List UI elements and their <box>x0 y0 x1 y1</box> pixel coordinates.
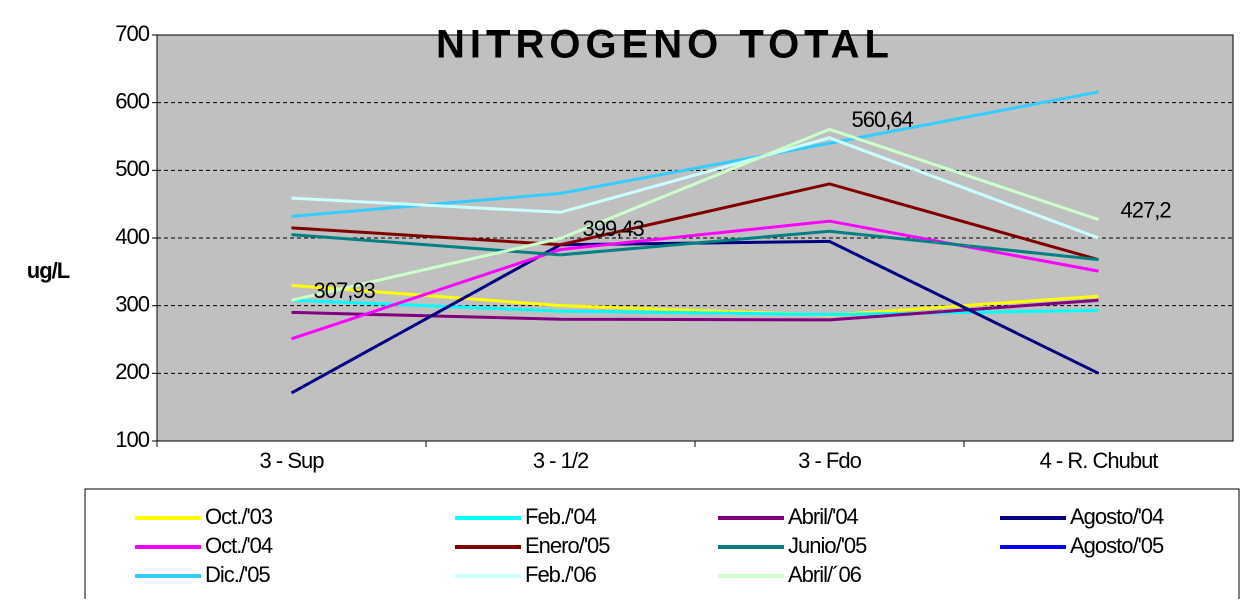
legend-label: Feb./'04 <box>525 504 597 529</box>
data-label: 560,64 <box>852 107 914 132</box>
y-axis-label: ug/L <box>27 258 70 283</box>
data-label: 399,43 <box>583 216 645 241</box>
x-tick-label: 3 - Fdo <box>798 448 861 473</box>
series-line <box>291 136 1100 240</box>
series-line <box>291 298 1099 322</box>
data-label: 307,93 <box>314 278 376 303</box>
y-tick-label: 200 <box>115 359 149 384</box>
legend-label: Abril/'04 <box>788 504 859 529</box>
legend-label: Agosto/'05 <box>1070 533 1164 558</box>
legend-label: Oct./'04 <box>205 533 273 558</box>
data-label: 427,2 <box>1121 197 1172 222</box>
x-tick-label: 4 - R. Chubut <box>1040 448 1159 473</box>
x-tick-label: 3 - Sup <box>260 448 325 473</box>
series-line <box>291 127 1099 302</box>
y-tick-label: 600 <box>115 88 149 113</box>
series-line <box>291 182 1099 262</box>
legend-label: Oct./'03 <box>205 504 273 529</box>
x-tick-label: 3 - 1/2 <box>533 448 589 473</box>
legend-label: Abril/´06 <box>788 562 862 587</box>
y-tick-label: 300 <box>115 291 149 316</box>
legend-label: Enero/'05 <box>525 533 610 558</box>
y-tick-label: 400 <box>115 224 149 249</box>
series-line <box>291 229 1099 262</box>
chart-title: NITROGENO TOTAL <box>436 23 894 67</box>
legend-label: Dic./'05 <box>205 562 270 587</box>
y-tick-label: 500 <box>115 156 149 181</box>
legend-label: Junio/'05 <box>788 533 867 558</box>
legend-label: Agosto/'04 <box>1070 504 1164 529</box>
legend-label: Feb./'06 <box>525 562 597 587</box>
y-tick-label: 100 <box>115 427 149 452</box>
y-tick-label: 700 <box>115 21 149 46</box>
series-line <box>291 298 1099 316</box>
